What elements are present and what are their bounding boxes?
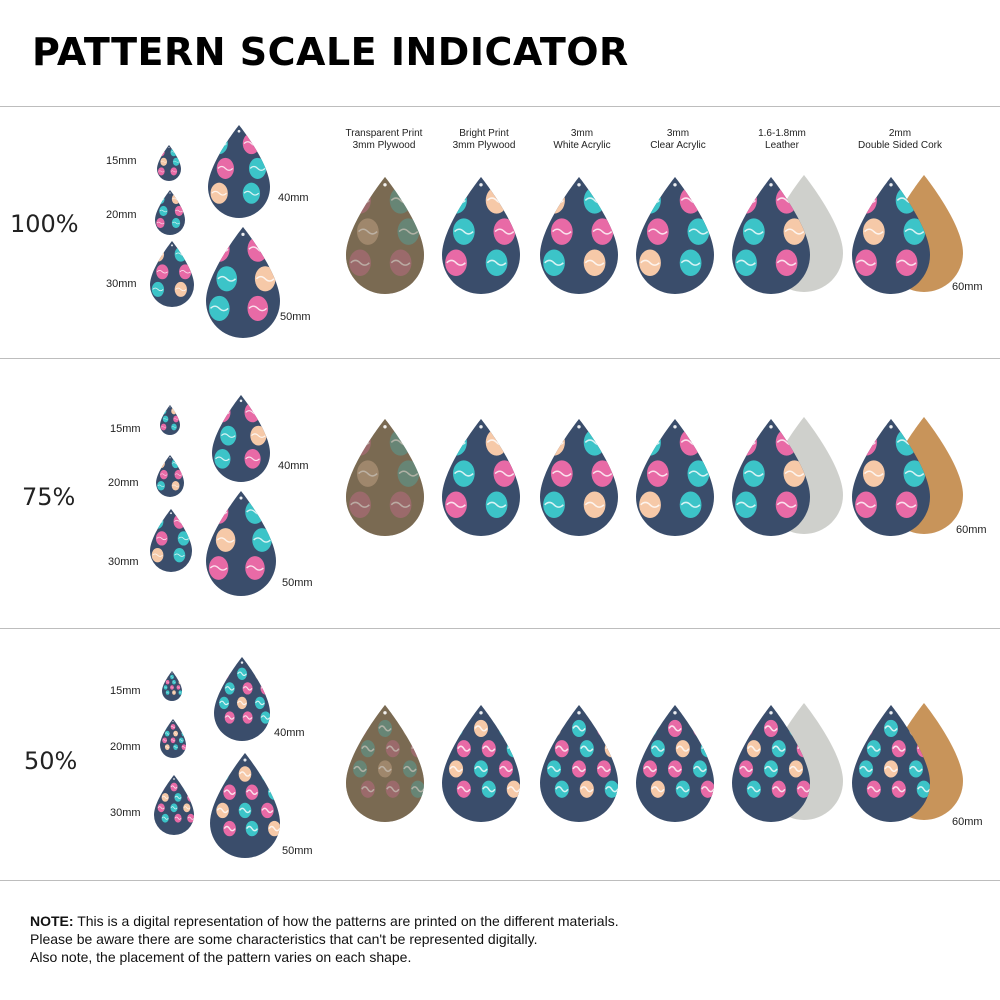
size-label-15mm: 15mm (106, 155, 137, 167)
size-label-15mm: 15mm (110, 423, 141, 435)
size-label-30mm: 30mm (106, 278, 137, 290)
swatch-plywood-bright (442, 705, 520, 822)
swatch-20mm (160, 719, 186, 758)
scale-section-100: 100% 15mm 20mm 30mm 40mm 50mm 60mm (0, 107, 1000, 358)
swatch-plywood-transparent (346, 705, 424, 822)
swatch-30mm (150, 241, 194, 307)
swatch-20mm (156, 455, 184, 497)
scale-section-50: 50% 15mm 20mm 30mm 40mm 50mm 60mm (0, 629, 1000, 880)
swatch-50mm (206, 227, 280, 338)
swatch-40mm (212, 395, 270, 482)
swatch-15mm (160, 405, 180, 435)
divider-1 (0, 358, 1000, 359)
material-label-white-acrylic: 3mm White Acrylic (553, 128, 611, 151)
swatch-white-acrylic (540, 419, 618, 536)
note-text: NOTE: This is a digital representation o… (30, 912, 619, 966)
swatch-clear-acrylic (636, 177, 714, 294)
size-label-20mm: 20mm (106, 209, 137, 221)
scale-label: 50% (24, 747, 78, 775)
swatch-cork (852, 419, 930, 536)
swatch-15mm (157, 145, 181, 181)
size-label-30mm: 30mm (108, 556, 139, 568)
swatch-leather (732, 177, 810, 294)
swatch-clear-acrylic (636, 419, 714, 536)
swatch-white-acrylic (540, 177, 618, 294)
size-label-40mm: 40mm (278, 192, 309, 204)
scale-label: 75% (22, 483, 76, 511)
swatch-30mm (150, 509, 192, 572)
swatch-cork (852, 177, 930, 294)
scale-section-75: 75% 15mm 20mm 30mm 40mm 50mm 60mm (0, 359, 1000, 628)
swatch-leather (732, 705, 810, 822)
material-label-cork: 2mm Double Sided Cork (858, 128, 942, 151)
material-label-plywood-transparent: Transparent Print 3mm Plywood (345, 128, 423, 151)
swatch-cork (852, 705, 930, 822)
size-label-20mm: 20mm (108, 477, 139, 489)
swatch-plywood-transparent (346, 177, 424, 294)
note-bold: NOTE: (30, 913, 74, 929)
swatch-30mm (154, 775, 194, 835)
swatch-white-acrylic (540, 705, 618, 822)
note-line-1: This is a digital representation of how … (73, 913, 619, 929)
divider-2 (0, 628, 1000, 629)
swatch-50mm (206, 491, 276, 596)
note-line-3: Also note, the placement of the pattern … (30, 949, 412, 965)
divider-bottom (0, 880, 1000, 881)
size-label-20mm: 20mm (110, 741, 141, 753)
swatch-leather (732, 419, 810, 536)
material-label-leather: 1.6-1.8mm Leather (758, 128, 806, 151)
swatch-20mm (155, 190, 185, 235)
scale-label: 100% (10, 210, 79, 238)
material-label-plywood-bright: Bright Print 3mm Plywood (452, 128, 516, 151)
swatch-40mm (208, 125, 270, 218)
swatch-15mm (162, 671, 182, 701)
size-label-40mm: 40mm (278, 460, 309, 472)
swatch-plywood-bright (442, 419, 520, 536)
size-label-60mm: 60mm (952, 281, 983, 293)
page-title: PATTERN SCALE INDICATOR (32, 30, 629, 74)
size-label-40mm: 40mm (274, 727, 305, 739)
swatch-plywood-transparent (346, 419, 424, 536)
size-label-60mm: 60mm (952, 816, 983, 828)
divider-top (0, 106, 1000, 107)
swatch-clear-acrylic (636, 705, 714, 822)
material-label-clear-acrylic: 3mm Clear Acrylic (650, 128, 706, 151)
size-label-30mm: 30mm (110, 807, 141, 819)
swatch-50mm (210, 753, 280, 858)
size-label-60mm: 60mm (956, 524, 987, 536)
size-label-50mm: 50mm (282, 577, 313, 589)
size-label-50mm: 50mm (280, 311, 311, 323)
note-line-2: Please be aware there are some character… (30, 931, 538, 947)
swatch-40mm (214, 657, 270, 741)
swatch-plywood-bright (442, 177, 520, 294)
size-label-50mm: 50mm (282, 845, 313, 857)
size-label-15mm: 15mm (110, 685, 141, 697)
